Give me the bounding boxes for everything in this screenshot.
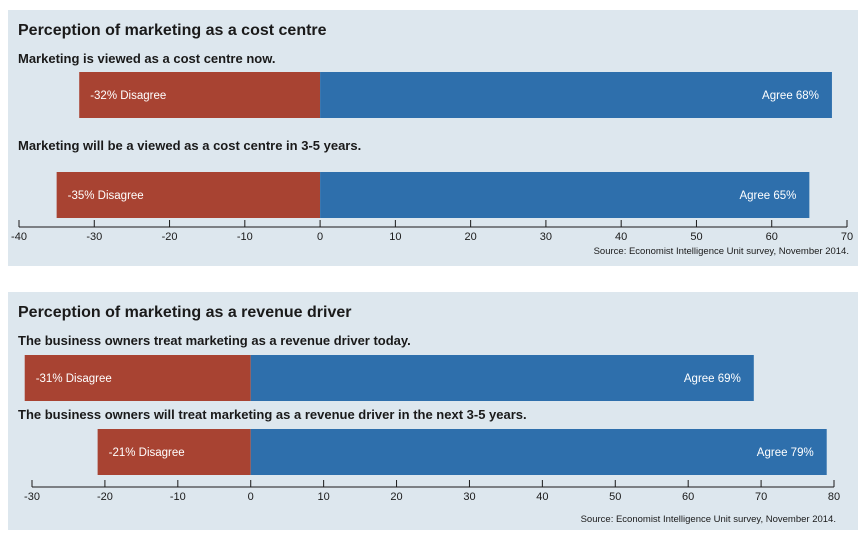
x-tick-label: 40 (536, 491, 548, 503)
row-label: Marketing will be a viewed as a cost cen… (18, 138, 361, 153)
x-tick-label: 50 (609, 491, 621, 503)
disagree-label: -21% Disagree (109, 447, 185, 459)
x-tick-label: 60 (766, 231, 778, 243)
revenue-driver-chart-panel: Perception of marketing as a revenue dri… (8, 292, 858, 530)
cost-centre-chart-panel: Perception of marketing as a cost centre… (8, 10, 858, 266)
x-tick-label: 70 (755, 491, 767, 503)
disagree-label: -32% Disagree (90, 90, 166, 102)
row-label: The business owners will treat marketing… (18, 407, 527, 422)
row-label: Marketing is viewed as a cost centre now… (18, 51, 275, 66)
x-tick-label: -30 (24, 491, 40, 503)
x-tick-label: 70 (841, 231, 853, 243)
row-label: The business owners treat marketing as a… (18, 333, 411, 348)
agree-label: Agree 79% (757, 447, 814, 459)
source-note: Source: Economist Intelligence Unit surv… (581, 514, 836, 525)
x-tick-label: 10 (318, 491, 330, 503)
x-tick-label: 20 (465, 231, 477, 243)
x-tick-label: 60 (682, 491, 694, 503)
chart-title: Perception of marketing as a cost centre (18, 22, 327, 39)
chart-title: Perception of marketing as a revenue dri… (18, 304, 351, 321)
disagree-label: -31% Disagree (36, 373, 112, 385)
agree-bar (320, 172, 810, 218)
disagree-bar (97, 429, 251, 475)
x-tick-label: -10 (237, 231, 253, 243)
agree-bar (320, 72, 832, 118)
x-tick-label: 10 (389, 231, 401, 243)
x-tick-label: 30 (540, 231, 552, 243)
disagree-label: -35% Disagree (68, 190, 144, 202)
agree-bar (250, 355, 754, 401)
x-tick-label: -20 (162, 231, 178, 243)
x-tick-label: 50 (690, 231, 702, 243)
x-tick-label: 30 (463, 491, 475, 503)
x-tick-label: -10 (170, 491, 186, 503)
x-tick-label: 20 (390, 491, 402, 503)
disagree-bar (56, 172, 321, 218)
x-tick-label: -40 (11, 231, 27, 243)
x-tick-label: -30 (86, 231, 102, 243)
agree-label: Agree 68% (762, 90, 819, 102)
agree-bar (250, 429, 827, 475)
x-tick-label: -20 (97, 491, 113, 503)
source-note: Source: Economist Intelligence Unit surv… (594, 246, 849, 257)
x-tick-label: 80 (828, 491, 840, 503)
agree-label: Agree 69% (684, 373, 741, 385)
cost-centre-chart: Perception of marketing as a cost centre… (11, 22, 853, 257)
revenue-driver-chart: Perception of marketing as a revenue dri… (18, 304, 840, 525)
disagree-bar (24, 355, 251, 401)
agree-label: Agree 65% (739, 190, 796, 202)
x-tick-label: 0 (317, 231, 323, 243)
x-tick-label: 0 (248, 491, 254, 503)
x-tick-label: 40 (615, 231, 627, 243)
disagree-bar (79, 72, 321, 118)
